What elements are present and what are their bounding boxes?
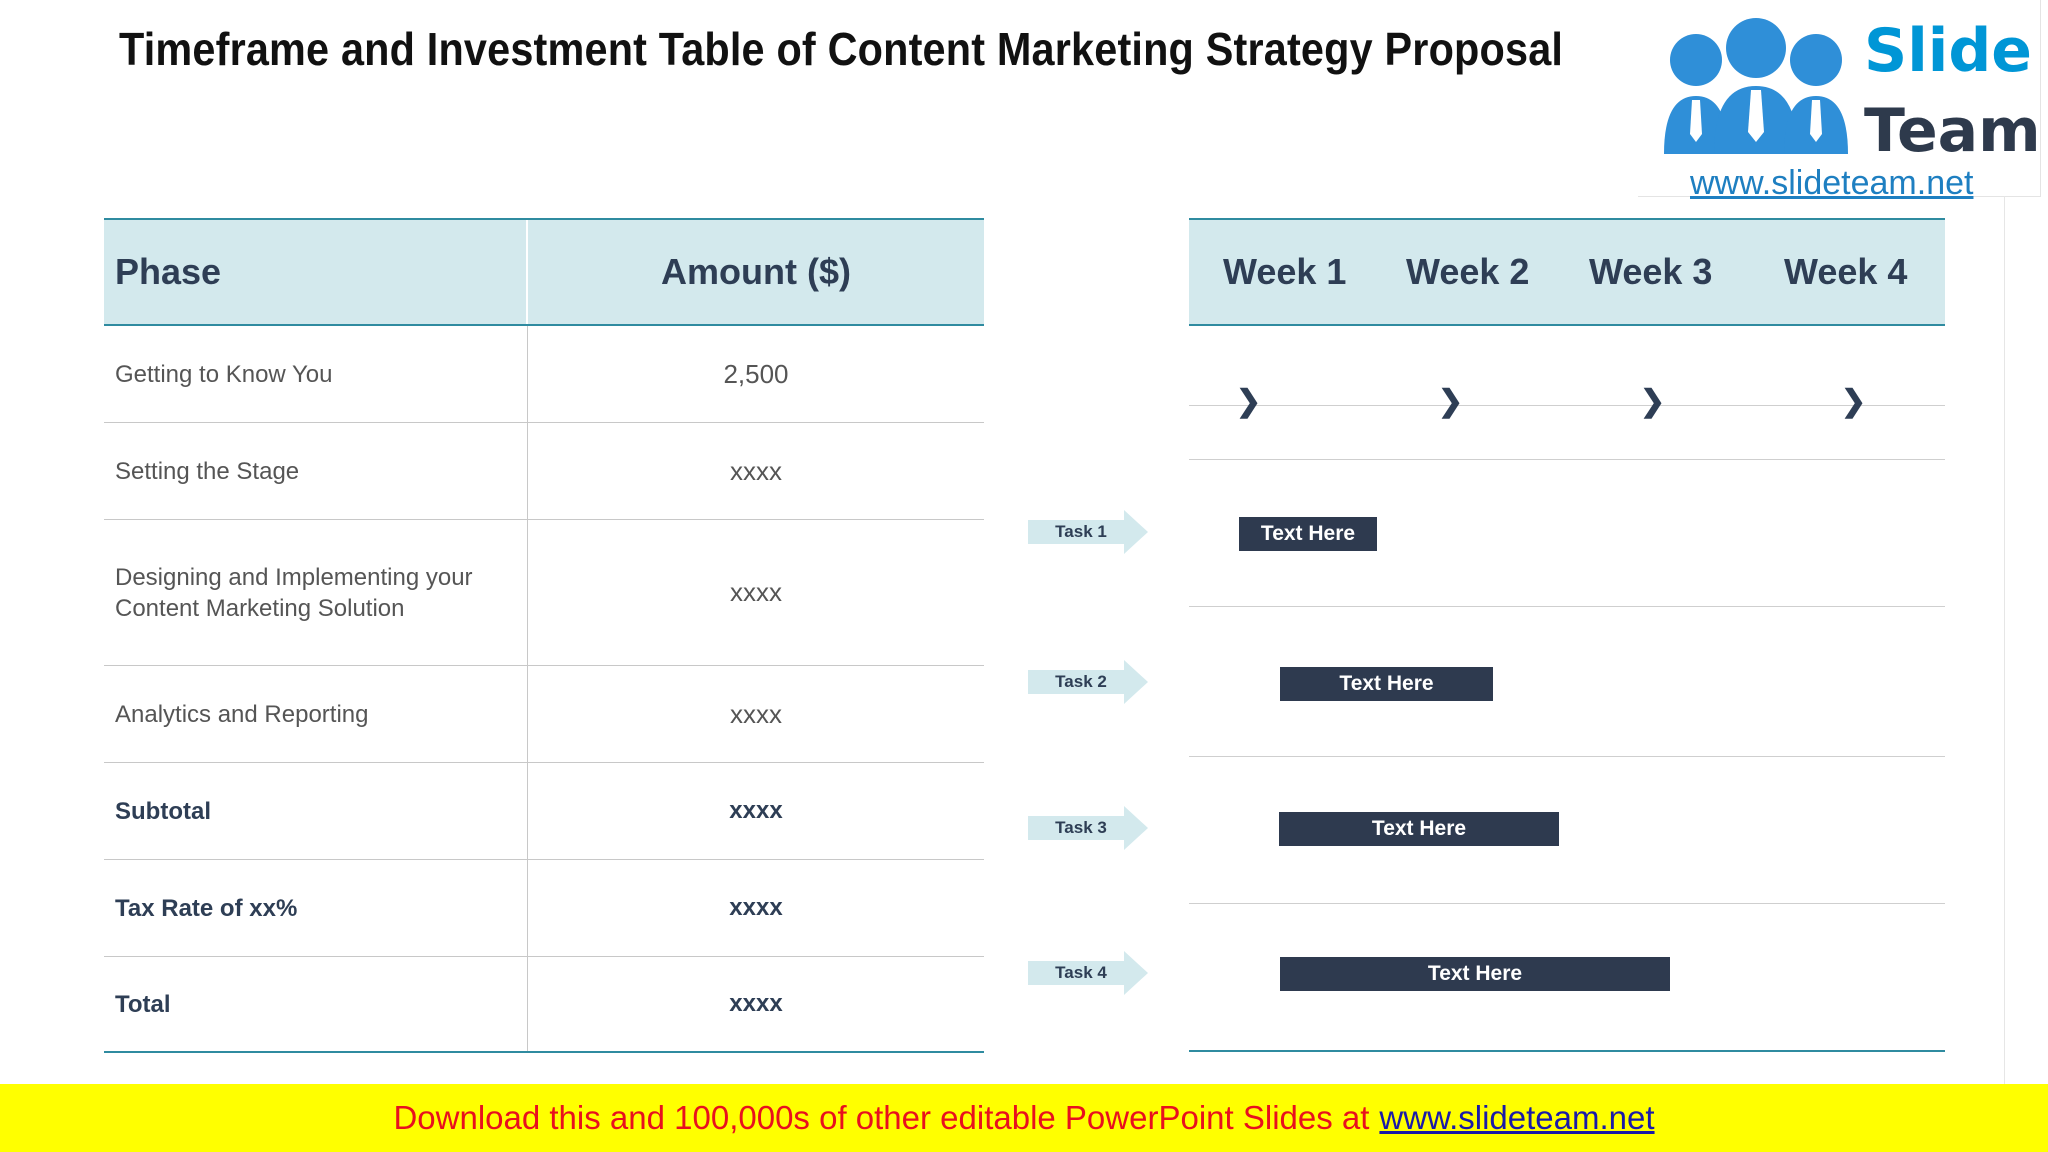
download-banner: Download this and 100,000s of other edit… — [0, 1084, 2048, 1152]
slideteam-logo[interactable]: Slide Team www.slideteam.net — [1638, 0, 2041, 202]
row-divider — [1189, 903, 1945, 904]
arrow-icon — [1028, 951, 1148, 995]
phase-cell: Designing and Implementing your Content … — [104, 520, 528, 665]
task-1-arrow: Task 1 — [1028, 510, 1148, 554]
arrow-icon — [1028, 806, 1148, 850]
timeline-table: Week 1 Week 2 Week 3 Week 4 — [1189, 218, 1945, 326]
divider — [2004, 196, 2005, 1084]
week-2-header: Week 2 — [1406, 251, 1530, 292]
amount-cell: 2,500 — [723, 358, 789, 389]
logo-word-slide: Slide — [1864, 16, 2032, 86]
header-phase: Phase — [115, 251, 222, 292]
task-2-arrow: Task 2 — [1028, 660, 1148, 704]
amount-cell: xxxx — [729, 797, 783, 824]
chevron-right-icon: ❯ — [1841, 385, 1867, 418]
phase-cell: Subtotal — [104, 763, 528, 859]
investment-table: Phase Amount ($) Getting to Know You 2,5… — [104, 218, 984, 1053]
task-1-bar[interactable]: Text Here — [1239, 517, 1377, 551]
logo-url-link[interactable]: www.slideteam.net — [1690, 164, 1974, 202]
amount-cell: xxxx — [729, 990, 783, 1017]
task-3-arrow: Task 3 — [1028, 806, 1148, 850]
task-3-bar[interactable]: Text Here — [1279, 812, 1559, 846]
task-4-bar[interactable]: Text Here — [1280, 957, 1670, 991]
table-header: Phase Amount ($) — [104, 218, 984, 326]
row-divider — [1189, 756, 1945, 757]
timeline-bottom-line — [1189, 1050, 1945, 1052]
task-label: Task 2 — [1055, 672, 1107, 691]
amount-cell: xxxx — [730, 698, 782, 729]
chevron-right-icon: ❯ — [1236, 385, 1262, 418]
chevron-right-icon: ❯ — [1438, 385, 1464, 418]
total-row: Total xxxx — [104, 957, 984, 1053]
amount-cell: xxxx — [730, 577, 782, 607]
task-label: Task 4 — [1055, 963, 1107, 982]
timeline-header: Week 1 Week 2 Week 3 Week 4 — [1189, 218, 1945, 326]
people-icon — [1664, 18, 1848, 154]
arrow-icon — [1028, 660, 1148, 704]
task-label: Task 1 — [1055, 522, 1107, 541]
header-amount: Amount ($) — [661, 251, 851, 292]
row-divider — [1189, 459, 1945, 460]
logo-word-team: Team — [1864, 96, 2041, 166]
row-divider — [1189, 606, 1945, 607]
tax-row: Tax Rate of xx% xxxx — [104, 860, 984, 957]
task-2-bar[interactable]: Text Here — [1280, 667, 1493, 701]
phase-cell: Total — [104, 957, 528, 1051]
table-row: Designing and Implementing your Content … — [104, 520, 984, 666]
phase-cell: Setting the Stage — [104, 423, 528, 519]
subtotal-row: Subtotal xxxx — [104, 763, 984, 860]
arrow-icon — [1028, 510, 1148, 554]
week-1-header: Week 1 — [1223, 251, 1347, 292]
banner-link[interactable]: www.slideteam.net — [1379, 1099, 1655, 1136]
table-row: Setting the Stage xxxx — [104, 423, 984, 520]
chevron-right-icon: ❯ — [1640, 385, 1666, 418]
task-4-arrow: Task 4 — [1028, 951, 1148, 995]
week-4-header: Week 4 — [1784, 251, 1908, 292]
phase-cell: Tax Rate of xx% — [104, 860, 528, 956]
phase-cell: Getting to Know You — [104, 326, 528, 422]
week-marker-line — [1189, 405, 1945, 406]
task-label: Task 3 — [1055, 818, 1107, 837]
amount-cell: xxxx — [729, 894, 783, 921]
week-3-header: Week 3 — [1589, 251, 1713, 292]
slide-title: Timeframe and Investment Table of Conten… — [119, 23, 1564, 75]
table-row: Getting to Know You 2,500 — [104, 326, 984, 423]
table-row: Analytics and Reporting xxxx — [104, 666, 984, 763]
phase-cell: Analytics and Reporting — [104, 666, 528, 762]
amount-cell: xxxx — [730, 455, 782, 486]
banner-text: Download this and 100,000s of other edit… — [393, 1099, 1370, 1136]
